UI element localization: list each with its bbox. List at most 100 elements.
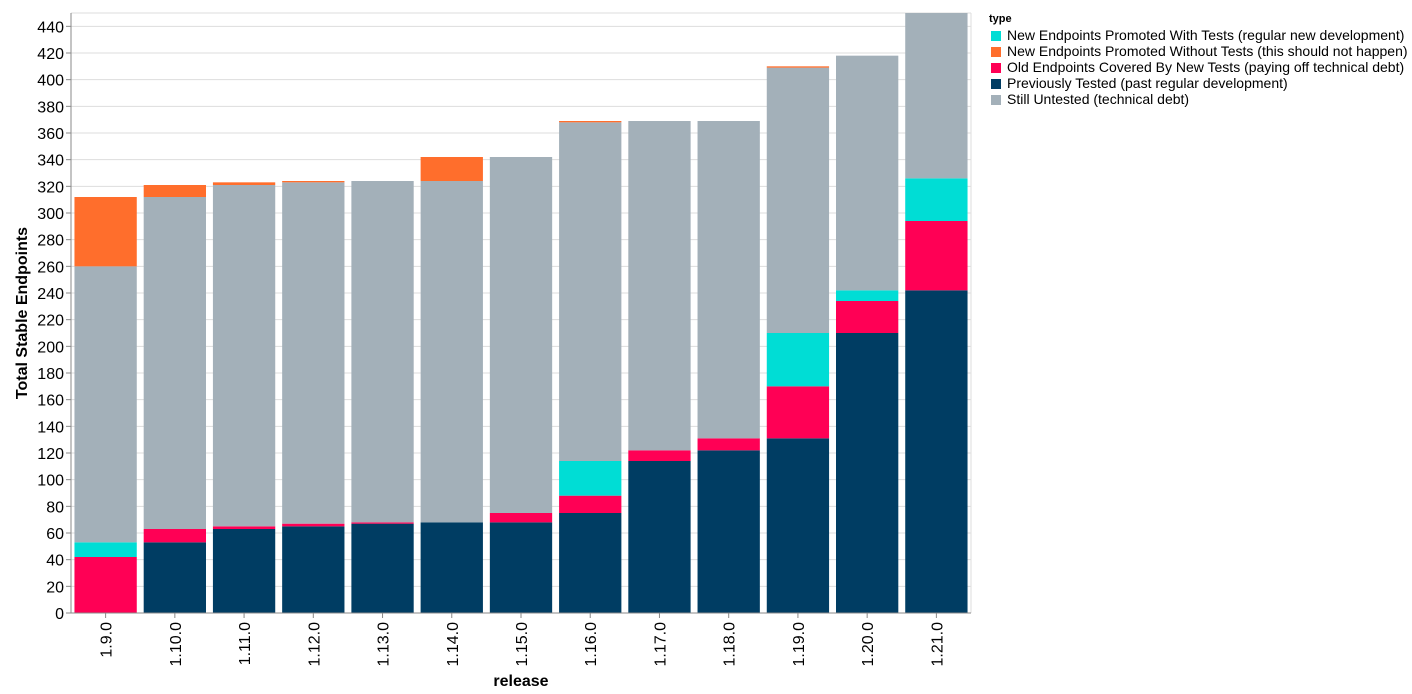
legend: type New Endpoints Promoted With Tests (… <box>989 13 1408 107</box>
bar-segment <box>282 526 345 613</box>
y-tick-label: 220 <box>37 313 64 330</box>
bar-segment <box>905 13 968 179</box>
y-tick-label: 440 <box>37 19 64 36</box>
y-tick-label: 240 <box>37 286 64 303</box>
x-tick-label: 1.10.0 <box>168 622 185 667</box>
bar-segment <box>212 526 276 529</box>
x-axis-title: release <box>493 673 548 690</box>
bar-segment <box>351 523 414 613</box>
bar-segment <box>74 542 137 557</box>
y-tick-label: 380 <box>37 99 64 116</box>
x-tick-label: 1.9.0 <box>99 622 116 658</box>
x-tick-label: 1.17.0 <box>652 622 669 667</box>
legend-label: Old Endpoints Covered By New Tests (payi… <box>1007 59 1404 75</box>
bar-segment <box>351 181 414 523</box>
legend-swatch <box>991 79 1001 89</box>
legend-swatch <box>991 31 1001 41</box>
x-tick-label: 1.12.0 <box>306 622 323 667</box>
bar-segment <box>697 438 760 451</box>
bar-segment <box>559 461 622 496</box>
legend-label: New Endpoints Promoted Without Tests (th… <box>1007 43 1408 59</box>
bar-segment <box>282 523 345 527</box>
y-tick-label: 0 <box>55 606 64 623</box>
bar-segment <box>420 157 483 181</box>
bar-segment <box>559 513 622 613</box>
y-tick-label: 40 <box>46 553 64 570</box>
y-tick-label: 80 <box>46 499 64 516</box>
bar-segment <box>766 67 830 334</box>
bar-segment <box>212 182 276 185</box>
y-tick-label: 140 <box>37 419 64 436</box>
bar-segment <box>212 529 276 613</box>
bar-segment <box>489 522 553 613</box>
x-tick-label: 1.13.0 <box>376 622 393 667</box>
bar-segment <box>143 197 206 529</box>
bar-segment <box>559 495 622 513</box>
bar-segment <box>628 121 691 451</box>
bar-segment <box>836 333 899 613</box>
bar-segment <box>420 181 483 523</box>
bar-segment <box>836 290 899 301</box>
y-tick-label: 180 <box>37 366 64 383</box>
y-tick-label: 420 <box>37 46 64 63</box>
y-tick-label: 300 <box>37 206 64 223</box>
bar-segment <box>420 522 483 613</box>
bar-segment <box>212 185 276 527</box>
bar-segment <box>282 182 345 524</box>
y-tick-label: 260 <box>37 259 64 276</box>
bar-segment <box>559 122 622 461</box>
y-tick-label: 60 <box>46 526 64 543</box>
legend-title: type <box>989 13 1012 25</box>
x-tick-label: 1.21.0 <box>929 622 946 667</box>
x-tick-label: 1.20.0 <box>860 622 877 667</box>
bar-segment <box>143 542 206 613</box>
bar-segment <box>697 121 760 439</box>
bars <box>74 13 968 613</box>
bar-segment <box>766 333 830 387</box>
bar-segment <box>836 301 899 333</box>
x-tick-label: 1.16.0 <box>583 622 600 667</box>
axes: 0 20 40 60 80 100 120 140 160 180 200 220 240 260 280 3… <box>37 13 971 666</box>
y-axis-title: Total Stable Endpoints <box>14 227 31 399</box>
y-tick-label: 340 <box>37 153 64 170</box>
legend-label: Still Untested (technical debt) <box>1007 91 1189 107</box>
legend-label: New Endpoints Promoted With Tests (regul… <box>1007 27 1404 43</box>
bar-segment <box>74 197 137 267</box>
bar-segment <box>489 157 553 513</box>
bar-segment <box>143 529 206 543</box>
bar-segment <box>489 513 553 523</box>
legend-swatch <box>991 95 1001 105</box>
y-tick-label: 100 <box>37 473 64 490</box>
bar-segment <box>143 185 206 197</box>
y-tick-label: 20 <box>46 579 64 596</box>
x-tick-label: 1.11.0 <box>237 622 254 665</box>
y-tick-label: 280 <box>37 233 64 250</box>
y-tick-label: 320 <box>37 179 64 196</box>
bar-segment <box>74 266 137 543</box>
y-tick-label: 360 <box>37 126 64 143</box>
y-tick-label: 400 <box>37 73 64 90</box>
bar-segment <box>628 450 691 461</box>
bar-segment <box>628 461 691 613</box>
bar-segment <box>351 522 414 524</box>
legend-swatch <box>991 63 1001 73</box>
bar-segment <box>559 121 622 123</box>
x-tick-label: 1.15.0 <box>514 622 531 667</box>
bar-segment <box>905 290 968 613</box>
bar-segment <box>697 450 760 613</box>
y-tick-label: 120 <box>37 446 64 463</box>
bar-segment <box>905 221 968 291</box>
bar-segment <box>905 178 968 221</box>
x-tick-label: 1.14.0 <box>445 622 462 667</box>
bar-segment <box>282 181 345 183</box>
bar-segment <box>766 66 830 68</box>
bar-segment <box>836 55 899 291</box>
bar-segment <box>766 386 830 439</box>
x-tick-label: 1.19.0 <box>791 622 808 667</box>
y-tick-label: 160 <box>37 393 64 410</box>
legend-label: Previously Tested (past regular developm… <box>1007 75 1288 91</box>
y-tick-label: 200 <box>37 339 64 356</box>
bar-segment <box>766 438 830 613</box>
